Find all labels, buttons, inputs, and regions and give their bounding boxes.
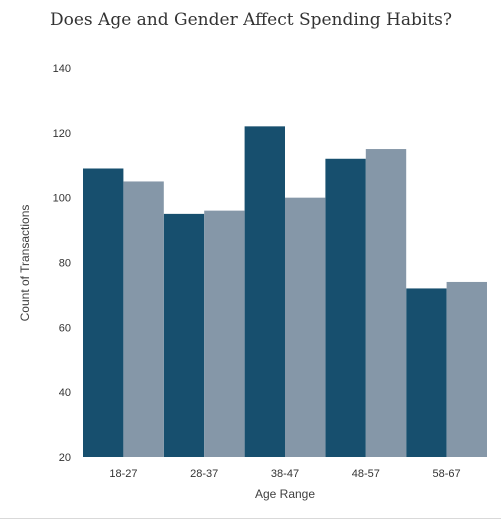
bar-38-47-series-1	[244, 126, 285, 457]
y-tick-label: 140	[53, 63, 71, 75]
bar-28-37-series-2	[204, 210, 245, 457]
bar-58-67-series-1	[406, 288, 447, 457]
bar-48-57-series-1	[325, 158, 366, 457]
y-tick-label: 100	[53, 193, 71, 205]
bar-18-27-series-1	[83, 168, 124, 457]
x-axis-label: Age Range	[255, 487, 315, 501]
x-tick-label: 38-47	[271, 468, 299, 480]
y-tick-label: 80	[59, 258, 71, 270]
chart-title: Does Age and Gender Affect Spending Habi…	[50, 10, 452, 30]
x-axis-ticks: 18-27 28-37 38-47 48-57 58-67	[109, 468, 460, 480]
y-tick-label: 40	[59, 387, 71, 399]
x-tick-label: 58-67	[433, 468, 461, 480]
x-tick-label: 48-57	[352, 468, 380, 480]
y-tick-label: 20	[59, 452, 71, 464]
bar-28-37-series-1	[163, 213, 205, 457]
y-tick-label: 60	[59, 322, 71, 334]
bar-38-47-series-2	[285, 197, 326, 457]
y-axis-ticks: 20 40 60 80 100 120 140	[53, 63, 71, 464]
bar-58-67-series-2	[446, 281, 487, 457]
y-axis-label: Count of Transactions	[18, 205, 32, 322]
y-tick-label: 120	[53, 128, 71, 140]
x-tick-label: 18-27	[109, 468, 137, 480]
bars	[83, 126, 487, 458]
bar-18-27-series-2	[123, 181, 164, 458]
x-tick-label: 28-37	[190, 468, 218, 480]
bar-48-57-series-2	[365, 149, 407, 457]
bottom-divider	[0, 518, 501, 519]
